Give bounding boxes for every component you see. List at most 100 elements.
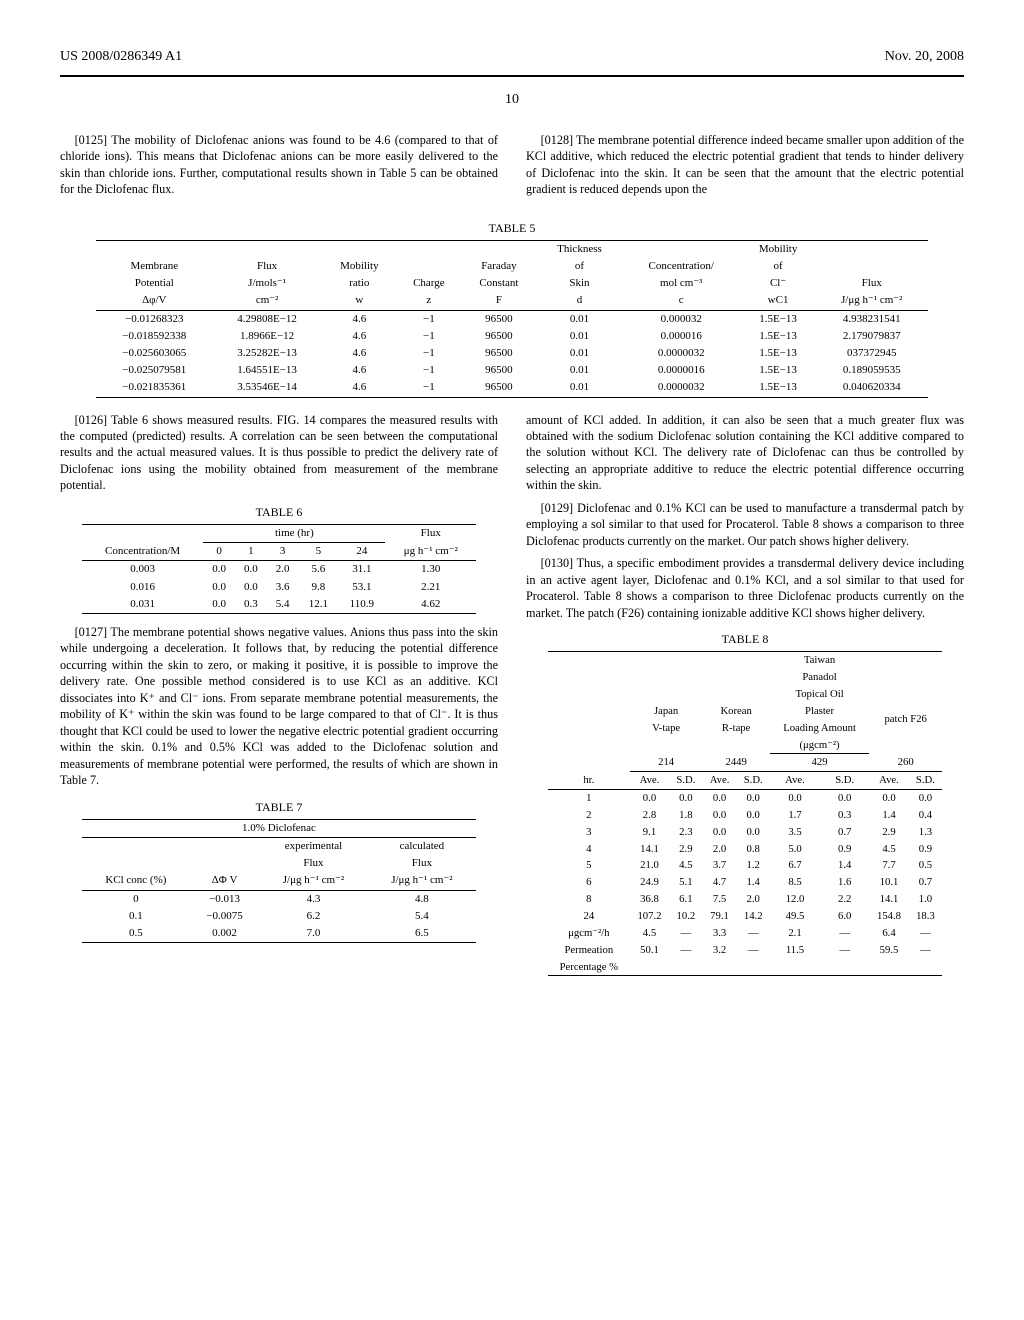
t6-cell: 0.0 <box>235 561 267 579</box>
t8-cell: 107.2 <box>630 908 669 925</box>
t5-cell: 1.8966E−12 <box>212 328 321 345</box>
t7-cell: 0.002 <box>190 925 259 943</box>
t6-cell: 5.4 <box>267 596 299 614</box>
t5-cell: 1.5E−13 <box>741 345 816 362</box>
t8-cell: 1.4 <box>820 857 869 874</box>
t7-col-hdr: experimental <box>259 838 367 856</box>
t5-cell: −1 <box>397 379 461 397</box>
t5-col-hdr: F <box>461 292 537 310</box>
t5-col-hdr: Cl⁻ <box>741 275 816 292</box>
t7-cell: 6.2 <box>259 908 367 925</box>
t7-cell: 0.5 <box>82 925 190 943</box>
t8-cell: 6.7 <box>770 857 820 874</box>
para-0127: [0127] The membrane potential shows nega… <box>60 624 498 789</box>
t8-cell: 5 <box>548 857 630 874</box>
t7-group: 1.0% Diclofenac <box>82 819 476 837</box>
t5-col-hdr: cm⁻² <box>212 292 321 310</box>
t8-cell: 24 <box>548 908 630 925</box>
t5-cell: 0.01 <box>537 310 622 328</box>
t5-cell: −0.025603065 <box>96 345 212 362</box>
table6-caption: TABLE 6 <box>60 504 498 520</box>
t8-cell: 0.0 <box>737 807 770 824</box>
table7-wrap: TABLE 7 1.0% Diclofenac experimentalcalc… <box>60 799 498 944</box>
t5-cell: 1.5E−13 <box>741 310 816 328</box>
t5-cell: 3.25282E−13 <box>212 345 321 362</box>
t5-col-hdr: J/mols⁻¹ <box>212 275 321 292</box>
t6-cell: 0.016 <box>82 579 203 596</box>
t8-cell: 4.5 <box>669 857 702 874</box>
t6-cell: 0.0 <box>235 579 267 596</box>
t5-col-hdr: z <box>397 292 461 310</box>
t5-cell: 0.189059535 <box>816 362 928 379</box>
t5-col-hdr: c <box>622 292 741 310</box>
t8-cell: 1.4 <box>869 807 908 824</box>
para-0125: [0125] The mobility of Diclofenac anions… <box>60 132 498 198</box>
t5-cell: 0.01 <box>537 362 622 379</box>
t8-cell: 14.1 <box>869 891 908 908</box>
t7-col-hdr: J/μg h⁻¹ cm⁻² <box>259 872 367 890</box>
t5-col-hdr: wC1 <box>741 292 816 310</box>
t8-cell: μgcm⁻²/h <box>548 925 630 942</box>
t8-cell: 2.0 <box>702 841 736 858</box>
page-number: 10 <box>60 91 964 110</box>
t8-cell: 3.5 <box>770 824 820 841</box>
table8-caption: TABLE 8 <box>526 631 964 647</box>
t8-cell: 12.0 <box>770 891 820 908</box>
t5-col-hdr: Flux <box>212 258 321 275</box>
t8-cell: 1 <box>548 790 630 807</box>
t5-cell: 0.0000032 <box>622 379 741 397</box>
t7-cell: 0.1 <box>82 908 190 925</box>
t8-cell: 6.0 <box>820 908 869 925</box>
t5-cell: 4.29808E−12 <box>212 310 321 328</box>
t6-cell: 110.9 <box>338 596 385 614</box>
table6-wrap: TABLE 6 time (hr) Flux Concentration/M 0… <box>60 504 498 614</box>
t5-cell: 96500 <box>461 328 537 345</box>
t8-cell: Permeation <box>548 942 630 959</box>
t6-cell: 31.1 <box>338 561 385 579</box>
t6-flux-hdr: Flux <box>385 525 476 543</box>
page-header: US 2008/0286349 A1 Nov. 20, 2008 <box>60 48 964 73</box>
t8-cell <box>702 959 736 976</box>
t8-cell: 5.0 <box>770 841 820 858</box>
t7-col-hdr <box>82 855 190 872</box>
t6-cell: 9.8 <box>298 579 338 596</box>
t8-cell: 10.1 <box>869 874 908 891</box>
t5-col-hdr <box>212 240 321 258</box>
t5-col-hdr: Mobility <box>322 258 397 275</box>
t8-cell: 2.1 <box>770 925 820 942</box>
body-columns: [0126] Table 6 shows measured results. F… <box>60 412 964 987</box>
t8-cell: 3.2 <box>702 942 736 959</box>
t5-cell: 0.000016 <box>622 328 741 345</box>
t7-cell: 7.0 <box>259 925 367 943</box>
t8-cell: 0.0 <box>702 807 736 824</box>
t5-cell: −0.018592338 <box>96 328 212 345</box>
t8-cell: 24.9 <box>630 874 669 891</box>
table6: time (hr) Flux Concentration/M 0 1 3 5 2… <box>82 524 476 614</box>
t5-cell: 0.040620334 <box>816 379 928 397</box>
t8-cell <box>737 959 770 976</box>
t8-cell: 0.3 <box>820 807 869 824</box>
t8-cell: — <box>909 942 942 959</box>
table7: 1.0% Diclofenac experimentalcalculated F… <box>82 819 476 943</box>
t5-cell: 0.000032 <box>622 310 741 328</box>
t8-cell <box>820 959 869 976</box>
t5-cell: 0.01 <box>537 379 622 397</box>
t5-col-hdr: d <box>537 292 622 310</box>
t7-cell: 6.5 <box>368 925 476 943</box>
t6-cell: 1.30 <box>385 561 476 579</box>
t5-cell: 2.179079837 <box>816 328 928 345</box>
t5-cell: 4.6 <box>322 362 397 379</box>
t8-cell: 6 <box>548 874 630 891</box>
header-rule <box>60 75 964 77</box>
t7-col-hdr: calculated <box>368 838 476 856</box>
t8-cell: 36.8 <box>630 891 669 908</box>
t5-col-hdr: of <box>537 258 622 275</box>
table5-wrap: TABLE 5 ThicknessMobility MembraneFluxMo… <box>60 210 964 398</box>
para-0126: [0126] Table 6 shows measured results. F… <box>60 412 498 494</box>
t8-cell: 1.6 <box>820 874 869 891</box>
t8-cell: 2.0 <box>737 891 770 908</box>
t6-cell: 0.031 <box>82 596 203 614</box>
t5-col-hdr: ratio <box>322 275 397 292</box>
t5-cell: −1 <box>397 310 461 328</box>
t5-col-hdr: Mobility <box>741 240 816 258</box>
